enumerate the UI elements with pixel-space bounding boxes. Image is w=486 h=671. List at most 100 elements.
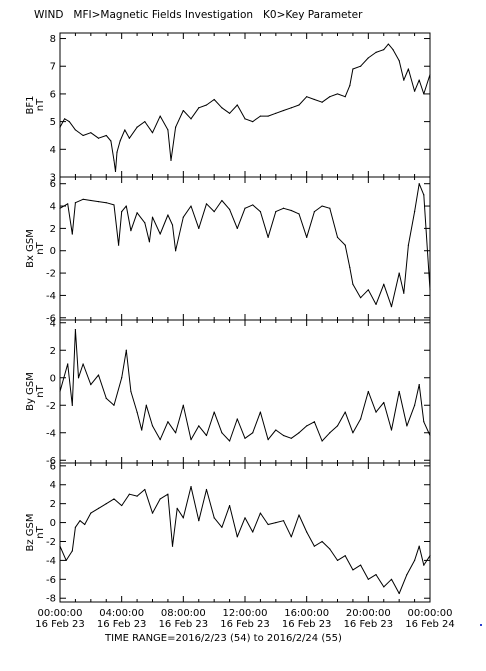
data-point <box>228 112 231 114</box>
y-tick-label: 4 <box>50 145 56 156</box>
data-point <box>182 216 184 218</box>
panel-frame <box>59 32 431 178</box>
data-point <box>176 507 178 509</box>
data-point <box>121 377 123 379</box>
data-point <box>198 520 200 522</box>
data-point <box>90 384 92 386</box>
data-point <box>221 432 223 434</box>
data-point <box>375 573 377 576</box>
data-point <box>360 564 362 566</box>
data-point <box>367 390 369 393</box>
data-point <box>175 250 177 252</box>
data-point <box>321 205 323 207</box>
data-point <box>74 129 77 131</box>
data-point <box>145 404 147 406</box>
data-point <box>244 118 246 120</box>
data-point <box>403 79 405 81</box>
data-point <box>398 592 400 595</box>
data-point <box>136 495 138 497</box>
data-point <box>360 297 362 299</box>
data-point <box>252 432 254 434</box>
time-range-label: TIME RANGE=2016/2/23 (54) to 2016/2/24 (… <box>105 633 342 644</box>
data-point <box>159 439 161 441</box>
y-axis-label: By GSM <box>25 372 36 411</box>
x-tick-time: 16:00:00 <box>284 608 329 619</box>
data-point <box>67 203 69 205</box>
figure-title: WIND MFI>Magnetic Fields Investigation K… <box>34 9 363 21</box>
data-point <box>360 65 362 67</box>
data-point <box>121 211 123 213</box>
data-point <box>313 211 315 213</box>
data-point <box>267 523 269 526</box>
y-tick-label: -6 <box>46 313 56 324</box>
y-tick-label: 4 <box>50 318 56 329</box>
y-tick-label: 2 <box>50 499 56 510</box>
data-point <box>228 208 231 210</box>
data-point <box>413 90 416 92</box>
data-point <box>221 199 223 202</box>
data-point <box>105 503 107 505</box>
data-point <box>82 198 84 200</box>
y-tick-label: 2 <box>50 346 56 357</box>
data-point <box>349 266 351 269</box>
y-tick-label: 0 <box>50 246 56 257</box>
data-point <box>418 384 420 386</box>
y-tick-label: -2 <box>46 537 56 548</box>
y-tick-label: 4 <box>50 202 56 213</box>
data-point <box>423 564 425 566</box>
x-tick-date: 16 Feb 23 <box>159 619 209 630</box>
y-tick-label: -4 <box>46 556 56 567</box>
y-tick-label: 6 <box>50 89 56 100</box>
x-tick-time: 00:00:00 <box>408 608 453 619</box>
data-point <box>329 548 331 550</box>
data-point <box>344 411 346 413</box>
data-point <box>349 85 351 87</box>
data-point <box>267 236 269 238</box>
data-point <box>213 411 215 413</box>
y-axis-label: BF1 <box>25 96 36 115</box>
data-point <box>290 209 292 212</box>
data-point <box>236 227 238 229</box>
x-tick-date: 16 Feb 23 <box>97 619 147 630</box>
data-point <box>221 526 223 528</box>
data-point <box>429 73 431 76</box>
data-point <box>383 401 385 404</box>
y-tick-label: 0 <box>50 373 56 384</box>
data-point <box>68 121 70 123</box>
data-point <box>375 51 377 53</box>
data-point <box>275 112 277 114</box>
data-point <box>244 437 246 439</box>
data-point <box>252 531 254 533</box>
data-point <box>205 434 208 437</box>
data-point <box>71 404 73 406</box>
data-point <box>398 272 400 274</box>
data-point <box>119 140 121 142</box>
data-point <box>282 434 285 437</box>
data-point <box>128 493 130 495</box>
data-point <box>151 216 154 218</box>
y-axis-unit: nT <box>35 384 46 397</box>
data-point <box>182 517 184 519</box>
data-point <box>97 137 100 139</box>
data-point <box>182 109 184 112</box>
y-axis-unit: nT <box>35 98 46 111</box>
data-point <box>282 109 285 112</box>
data-point <box>84 523 86 526</box>
data-point <box>336 559 339 561</box>
data-point <box>124 129 126 131</box>
data-point <box>198 227 200 229</box>
data-point <box>190 486 192 488</box>
data-point <box>213 98 215 101</box>
data-point <box>344 244 346 246</box>
data-point <box>275 429 277 431</box>
data-point <box>141 429 143 431</box>
x-tick-date: 16 Feb 24 <box>405 619 455 630</box>
data-point <box>213 211 215 213</box>
data-point <box>67 363 69 365</box>
data-point <box>321 440 323 442</box>
data-point <box>159 498 161 500</box>
x-tick-date: 16 Feb 23 <box>344 619 394 630</box>
data-point <box>136 126 138 128</box>
data-point <box>313 545 315 547</box>
data-point <box>390 578 393 580</box>
